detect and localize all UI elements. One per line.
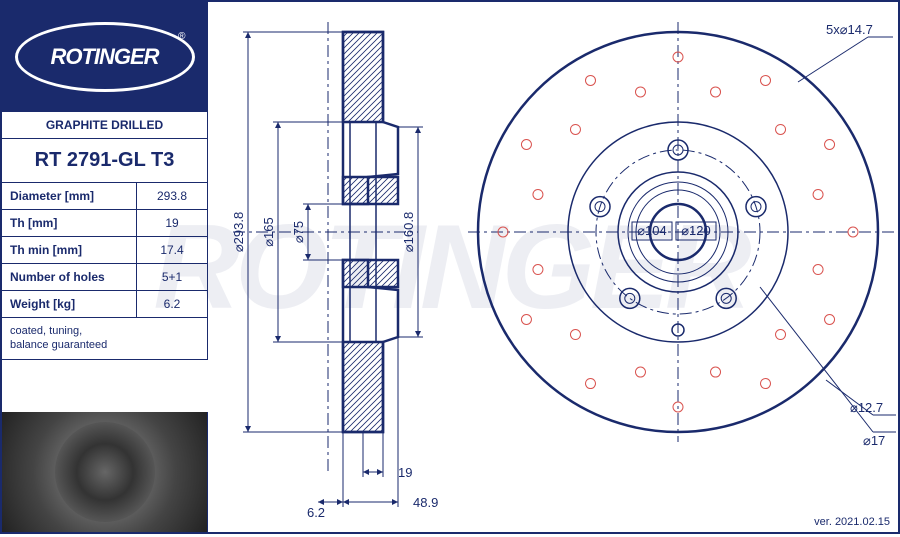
dim-120: ⌀120 bbox=[681, 223, 711, 238]
spec-row: Th min [mm] 17.4 bbox=[2, 237, 208, 264]
dim-6-2: 6.2 bbox=[307, 505, 325, 520]
spec-label: Th min [mm] bbox=[2, 237, 137, 263]
product-thumbnail bbox=[2, 412, 208, 532]
part-number: RT 2791-GL T3 bbox=[2, 139, 208, 183]
spec-value: 293.8 bbox=[137, 183, 207, 209]
dim-165: ⌀165 bbox=[261, 217, 276, 247]
spec-row: Th [mm] 19 bbox=[2, 210, 208, 237]
spec-value: 19 bbox=[137, 210, 207, 236]
version-label: ver. 2021.02.15 bbox=[814, 516, 890, 528]
dim-48-9: 48.9 bbox=[413, 495, 438, 510]
logo-registered: ® bbox=[178, 31, 185, 42]
spec-panel: ROTINGER ® GRAPHITE DRILLED RT 2791-GL T… bbox=[2, 2, 208, 360]
technical-drawing: ⌀293.8 ⌀165 ⌀75 ⌀160.8 6.2 48.9 19 bbox=[208, 2, 898, 532]
spec-label: Number of holes bbox=[2, 264, 137, 290]
spec-label: Weight [kg] bbox=[2, 291, 137, 317]
dim-drill: ⌀12.7 bbox=[850, 400, 883, 415]
spec-value: 5+1 bbox=[137, 264, 207, 290]
spec-value: 17.4 bbox=[137, 237, 207, 263]
dim-19: 19 bbox=[398, 465, 412, 480]
dim-75: ⌀75 bbox=[291, 221, 306, 243]
logo-oval: ROTINGER ® bbox=[15, 22, 195, 92]
spec-value: 6.2 bbox=[137, 291, 207, 317]
spec-row: Diameter [mm] 293.8 bbox=[2, 183, 208, 210]
spec-row: Weight [kg] 6.2 bbox=[2, 291, 208, 318]
spec-label: Th [mm] bbox=[2, 210, 137, 236]
logo-container: ROTINGER ® bbox=[2, 2, 208, 112]
logo-brand: ROTINGER bbox=[50, 44, 158, 70]
section-view: ⌀293.8 ⌀165 ⌀75 ⌀160.8 6.2 48.9 19 bbox=[231, 22, 438, 520]
front-view: ⌀104 ⌀120 5x⌀14.7 ⌀12.7 ⌀17 bbox=[468, 22, 898, 448]
thumbnail-disc bbox=[55, 422, 155, 522]
dim-bolt-pattern: 5x⌀14.7 bbox=[826, 22, 873, 37]
notes: coated, tuning, balance guaranteed bbox=[2, 318, 208, 360]
product-subtitle: GRAPHITE DRILLED bbox=[2, 112, 208, 139]
dim-17: ⌀17 bbox=[863, 433, 885, 448]
spec-label: Diameter [mm] bbox=[2, 183, 137, 209]
dim-160: ⌀160.8 bbox=[401, 212, 416, 252]
drawing-svg: ⌀293.8 ⌀165 ⌀75 ⌀160.8 6.2 48.9 19 bbox=[208, 2, 898, 532]
dim-outer-dia: ⌀293.8 bbox=[231, 212, 246, 252]
spec-row: Number of holes 5+1 bbox=[2, 264, 208, 291]
dim-104: ⌀104 bbox=[637, 223, 667, 238]
